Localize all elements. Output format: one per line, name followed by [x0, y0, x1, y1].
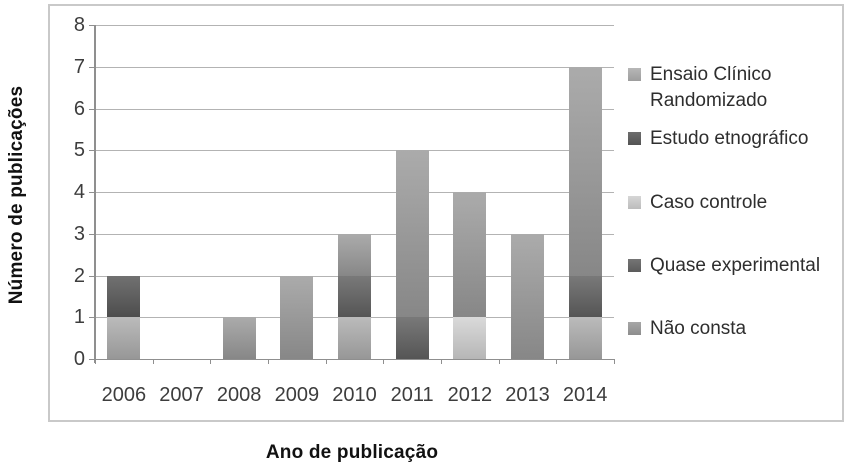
- y-tick-label: 3: [73, 222, 85, 245]
- y-tick-label: 7: [73, 55, 85, 78]
- bar-2006-estudo-etnogr-fico: [107, 275, 141, 318]
- legend-swatch-icon: [628, 322, 641, 335]
- y-tick-mark: [89, 66, 95, 68]
- bar-2014-n-o-consta: [568, 66, 602, 276]
- x-tick-mark: [614, 359, 615, 364]
- bar-2006-ensaio-cl-nico-randomizado: [107, 317, 141, 359]
- legend-swatch-icon: [628, 259, 641, 272]
- bar-2012-caso-controle: [453, 317, 487, 359]
- y-tick-mark: [89, 275, 95, 277]
- y-tick-label: 0: [73, 348, 85, 370]
- y-tick-label: 5: [73, 139, 85, 162]
- x-category-label: 2008: [216, 384, 262, 406]
- x-tick-mark: [210, 359, 212, 364]
- x-tick-mark: [383, 359, 385, 364]
- gridline-y-6: [95, 108, 614, 110]
- legend-item-caso-controle: Caso controle: [628, 190, 842, 216]
- bar-2014-ensaio-cl-nico-randomizado: [568, 317, 602, 359]
- bar-2012-n-o-consta: [453, 192, 487, 318]
- bar-2013-n-o-consta: [511, 233, 544, 359]
- legend-label: Quase experimental: [650, 255, 821, 276]
- bar-2010-quase-experimental: [338, 275, 371, 318]
- x-category-label: 2012: [447, 384, 493, 406]
- x-category-label: 2009: [274, 384, 320, 406]
- bar-2010-n-o-consta: [338, 233, 371, 276]
- x-category-label: 2007: [159, 384, 204, 406]
- legend-item-quase-experimental: Quase experimental: [628, 253, 842, 279]
- y-tick-mark: [89, 233, 95, 235]
- legend-item-n-o-consta: Não consta: [628, 316, 842, 342]
- legend-item-ensaio-cl-nico-randomizado: Ensaio Clínico Randomizado: [628, 62, 842, 114]
- x-axis-title: Ano de publicação: [265, 442, 439, 463]
- x-category-label: 2014: [562, 384, 608, 406]
- legend-item-estudo-etnogr-fico: Estudo etnográfico: [628, 126, 842, 152]
- y-tick-mark: [89, 192, 95, 193]
- legend-swatch-icon: [628, 132, 641, 145]
- bar-2009-n-o-consta: [280, 275, 314, 359]
- x-tick-mark: [498, 359, 500, 364]
- y-tick-label: 2: [73, 264, 85, 287]
- x-tick-mark: [325, 359, 327, 364]
- y-tick-label: 8: [73, 14, 85, 36]
- x-tick-mark: [268, 359, 269, 364]
- chart-frame: 0 1 2 3 4 5 6 7 8 2006 2007 2008 2009 2010 2011 2012 201…: [48, 4, 844, 422]
- legend-label: Ensaio Clínico Randomizado: [650, 64, 772, 111]
- gridline-y-4: [95, 192, 614, 193]
- bar-2008-n-o-consta: [222, 317, 256, 359]
- y-axis-line: [94, 25, 96, 363]
- x-category-label: 2011: [390, 384, 434, 406]
- y-tick-mark: [89, 25, 95, 26]
- bar-2010-ensaio-cl-nico-randomizado: [338, 317, 371, 359]
- x-tick-mark: [441, 359, 442, 364]
- x-category-label: 2010: [332, 384, 377, 406]
- x-tick-mark: [556, 359, 558, 364]
- x-axis-line: [95, 359, 615, 360]
- y-tick-mark: [89, 150, 95, 152]
- y-tick-mark: [89, 359, 95, 360]
- bar-2014-quase-experimental: [568, 275, 602, 318]
- legend-swatch-icon: [628, 196, 641, 209]
- legend-swatch-icon: [628, 68, 641, 81]
- gridline-y-5: [95, 150, 614, 152]
- y-tick-mark: [89, 108, 95, 110]
- x-category-label: 2013: [505, 384, 550, 406]
- y-tick-label: 6: [73, 97, 85, 120]
- legend-label: Estudo etnográfico: [650, 128, 809, 149]
- x-tick-mark: [152, 359, 154, 364]
- y-tick-label: 4: [73, 181, 85, 203]
- bar-2011-n-o-consta: [395, 150, 429, 318]
- y-tick-mark: [89, 317, 95, 319]
- gridline-y-7: [95, 66, 614, 68]
- y-tick-label: 1: [73, 306, 85, 329]
- legend-label: Caso controle: [650, 192, 768, 213]
- bar-2011-quase-experimental: [395, 317, 429, 359]
- legend-label: Não consta: [650, 318, 747, 339]
- gridline-y-8: [95, 25, 614, 26]
- x-category-label: 2006: [101, 384, 147, 406]
- y-axis-title: Número de publicações: [6, 85, 27, 305]
